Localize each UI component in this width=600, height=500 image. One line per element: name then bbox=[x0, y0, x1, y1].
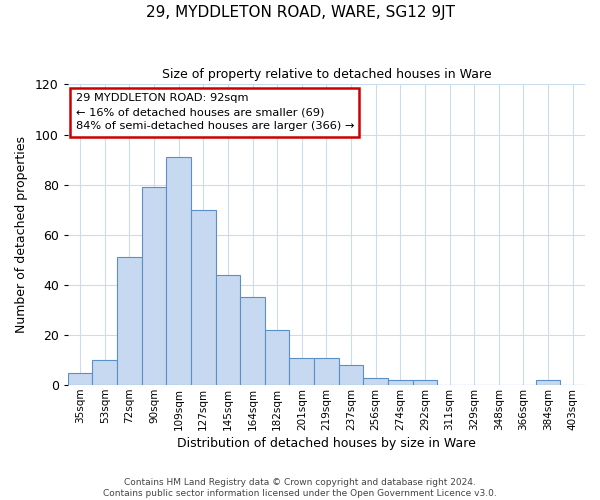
Title: Size of property relative to detached houses in Ware: Size of property relative to detached ho… bbox=[161, 68, 491, 80]
Bar bbox=[413, 380, 437, 385]
Bar bbox=[314, 358, 339, 385]
Bar bbox=[92, 360, 117, 385]
Text: 29 MYDDLETON ROAD: 92sqm
← 16% of detached houses are smaller (69)
84% of semi-d: 29 MYDDLETON ROAD: 92sqm ← 16% of detach… bbox=[76, 94, 354, 132]
Text: 29, MYDDLETON ROAD, WARE, SG12 9JT: 29, MYDDLETON ROAD, WARE, SG12 9JT bbox=[146, 5, 455, 20]
Bar bbox=[536, 380, 560, 385]
Text: Contains HM Land Registry data © Crown copyright and database right 2024.
Contai: Contains HM Land Registry data © Crown c… bbox=[103, 478, 497, 498]
Bar bbox=[142, 187, 166, 385]
Bar bbox=[265, 330, 289, 385]
Bar bbox=[166, 157, 191, 385]
Bar bbox=[117, 258, 142, 385]
Bar bbox=[289, 358, 314, 385]
Bar bbox=[240, 298, 265, 385]
X-axis label: Distribution of detached houses by size in Ware: Distribution of detached houses by size … bbox=[177, 437, 476, 450]
Bar bbox=[215, 275, 240, 385]
Bar bbox=[339, 365, 364, 385]
Bar bbox=[191, 210, 215, 385]
Bar bbox=[68, 372, 92, 385]
Bar bbox=[388, 380, 413, 385]
Y-axis label: Number of detached properties: Number of detached properties bbox=[15, 136, 28, 334]
Bar bbox=[364, 378, 388, 385]
